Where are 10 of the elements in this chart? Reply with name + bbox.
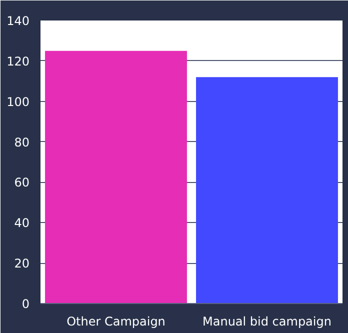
y-tick-label: 120 [6,54,30,68]
y-tick-label: 80 [14,135,30,150]
y-tick-label: 60 [14,176,30,190]
y-tick-label: 140 [6,14,30,28]
y-tick-label: 40 [14,216,30,230]
x-tick-label: Other Campaign [66,314,166,328]
y-tick-label: 0 [22,297,30,311]
x-tick-label: Manual bid campaign [202,314,332,328]
y-tick-label: 100 [6,94,30,109]
y-tick-label: 20 [14,256,30,271]
